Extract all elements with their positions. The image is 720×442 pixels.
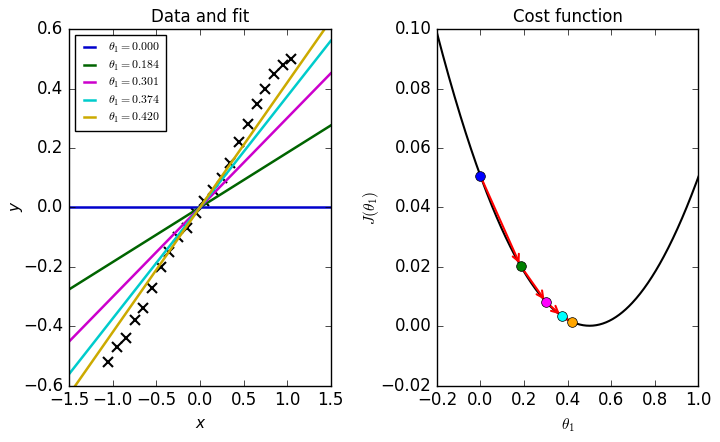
X-axis label: $\theta_1$: $\theta_1$ <box>561 416 575 434</box>
$\theta_1=0.374$ <box>313 55 322 61</box>
$\theta_1=0.184$ <box>313 131 322 137</box>
$\theta_1=0.420$ <box>125 305 134 310</box>
$\theta_1=0.301$ <box>65 339 73 344</box>
$\theta_1=0.420$ <box>65 392 73 397</box>
$\theta_1=0.000$ <box>199 205 208 210</box>
$\theta_1=0.184$ <box>326 123 335 128</box>
$\theta_1=0.420$ <box>221 169 230 174</box>
$\theta_1=0.301$ <box>326 71 335 76</box>
$\theta_1=0.000$ <box>305 205 314 210</box>
Title: Data and fit: Data and fit <box>150 8 249 27</box>
$\theta_1=0.374$ <box>199 200 208 205</box>
$\theta_1=0.000$ <box>125 205 134 210</box>
$\theta_1=0.374$ <box>115 307 124 312</box>
Legend: $\theta_1=0.000$, $\theta_1=0.184$, $\theta_1=0.301$, $\theta_1=0.374$, $\theta_: $\theta_1=0.000$, $\theta_1=0.184$, $\th… <box>75 35 166 131</box>
$\theta_1=0.184$ <box>305 136 314 141</box>
$\theta_1=0.184$ <box>221 189 230 194</box>
$\theta_1=0.000$ <box>115 205 124 210</box>
$\theta_1=0.301$ <box>305 92 314 98</box>
$\theta_1=0.301$ <box>115 287 124 293</box>
Line: $\theta_1=0.374$: $\theta_1=0.374$ <box>69 41 330 374</box>
$\theta_1=0.000$ <box>221 205 230 210</box>
$\theta_1=0.420$ <box>115 320 124 325</box>
$\theta_1=0.301$ <box>313 84 322 90</box>
$\theta_1=0.184$ <box>199 202 208 208</box>
X-axis label: x: x <box>195 416 204 431</box>
$\theta_1=0.374$ <box>305 65 314 70</box>
Title: Cost function: Cost function <box>513 8 623 27</box>
$\theta_1=0.374$ <box>326 38 335 43</box>
$\theta_1=0.374$ <box>221 173 230 178</box>
$\theta_1=0.184$ <box>65 287 73 292</box>
Line: $\theta_1=0.301$: $\theta_1=0.301$ <box>69 73 330 342</box>
$\theta_1=0.420$ <box>305 48 314 53</box>
Y-axis label: y: y <box>9 203 23 212</box>
Y-axis label: $J(\theta_1)$: $J(\theta_1)$ <box>361 190 381 225</box>
$\theta_1=0.374$ <box>125 294 134 299</box>
$\theta_1=0.000$ <box>65 205 73 210</box>
$\theta_1=0.301$ <box>125 277 134 282</box>
$\theta_1=0.301$ <box>221 179 230 184</box>
$\theta_1=0.420$ <box>326 18 335 23</box>
$\theta_1=0.000$ <box>326 205 335 210</box>
$\theta_1=0.420$ <box>313 37 322 42</box>
$\theta_1=0.184$ <box>115 255 124 261</box>
$\theta_1=0.000$ <box>313 205 322 210</box>
$\theta_1=0.184$ <box>125 249 134 254</box>
$\theta_1=0.374$ <box>65 371 73 377</box>
Line: $\theta_1=0.420$: $\theta_1=0.420$ <box>69 20 330 394</box>
$\theta_1=0.420$ <box>199 199 208 204</box>
$\theta_1=0.301$ <box>199 201 208 206</box>
Line: $\theta_1=0.184$: $\theta_1=0.184$ <box>69 126 330 290</box>
